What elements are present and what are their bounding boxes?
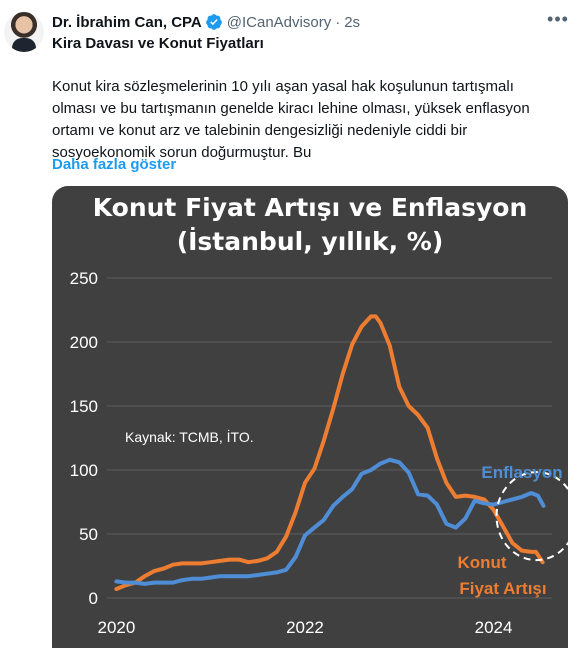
series-line-house-price (114, 314, 545, 591)
avatar[interactable] (4, 12, 44, 52)
y-tick-label: 250 (70, 269, 98, 288)
chart-background (52, 186, 568, 648)
more-icon[interactable]: ••• (547, 9, 569, 29)
y-tick-label: 50 (79, 525, 98, 544)
y-tick-label: 200 (70, 333, 98, 352)
x-tick-label: 2020 (98, 618, 136, 637)
series-line-inflation (114, 457, 546, 586)
highlight-circle (495, 471, 568, 562)
handle[interactable]: @ICanAdvisory (226, 13, 332, 31)
series-label-inflation: Enflasyon (481, 463, 562, 482)
y-tick-label: 0 (89, 589, 98, 608)
tweet-title: Kira Davası ve Konut Fiyatları (52, 35, 264, 52)
chart-image[interactable]: Konut Fiyat Artışı ve Enflasyon (İstanbul… (52, 186, 568, 648)
y-tick-label: 150 (70, 397, 98, 416)
chart-subtitle: (İstanbul, yıllık, %) (177, 226, 444, 256)
tweet-body: Konut kira sözleşmelerinin 10 yılı aşan … (52, 78, 530, 161)
series-label-house-price-line1: Konut (457, 553, 506, 572)
separator-dot: · (335, 13, 341, 31)
chart-title: Konut Fiyat Artışı ve Enflasyon (93, 193, 528, 222)
x-tick-label: 2024 (475, 618, 513, 637)
verified-badge-icon (205, 14, 222, 30)
chart-source-note: Kaynak: TCMB, İTO. (125, 428, 254, 445)
display-name[interactable]: Dr. İbrahim Can, CPA (52, 13, 202, 31)
show-more-link[interactable]: Daha fazla göster (52, 156, 177, 173)
tweet-header: Dr. İbrahim Can, CPA @ICanAdvisory · 2s (52, 12, 360, 32)
timestamp[interactable]: 2s (344, 13, 361, 31)
line-chart: Konut Fiyat Artışı ve Enflasyon (İstanbul… (52, 186, 568, 648)
series-label-house-price-line2: Fiyat Artışı (459, 579, 546, 598)
y-tick-label: 100 (70, 461, 98, 480)
x-tick-label: 2022 (286, 618, 324, 637)
